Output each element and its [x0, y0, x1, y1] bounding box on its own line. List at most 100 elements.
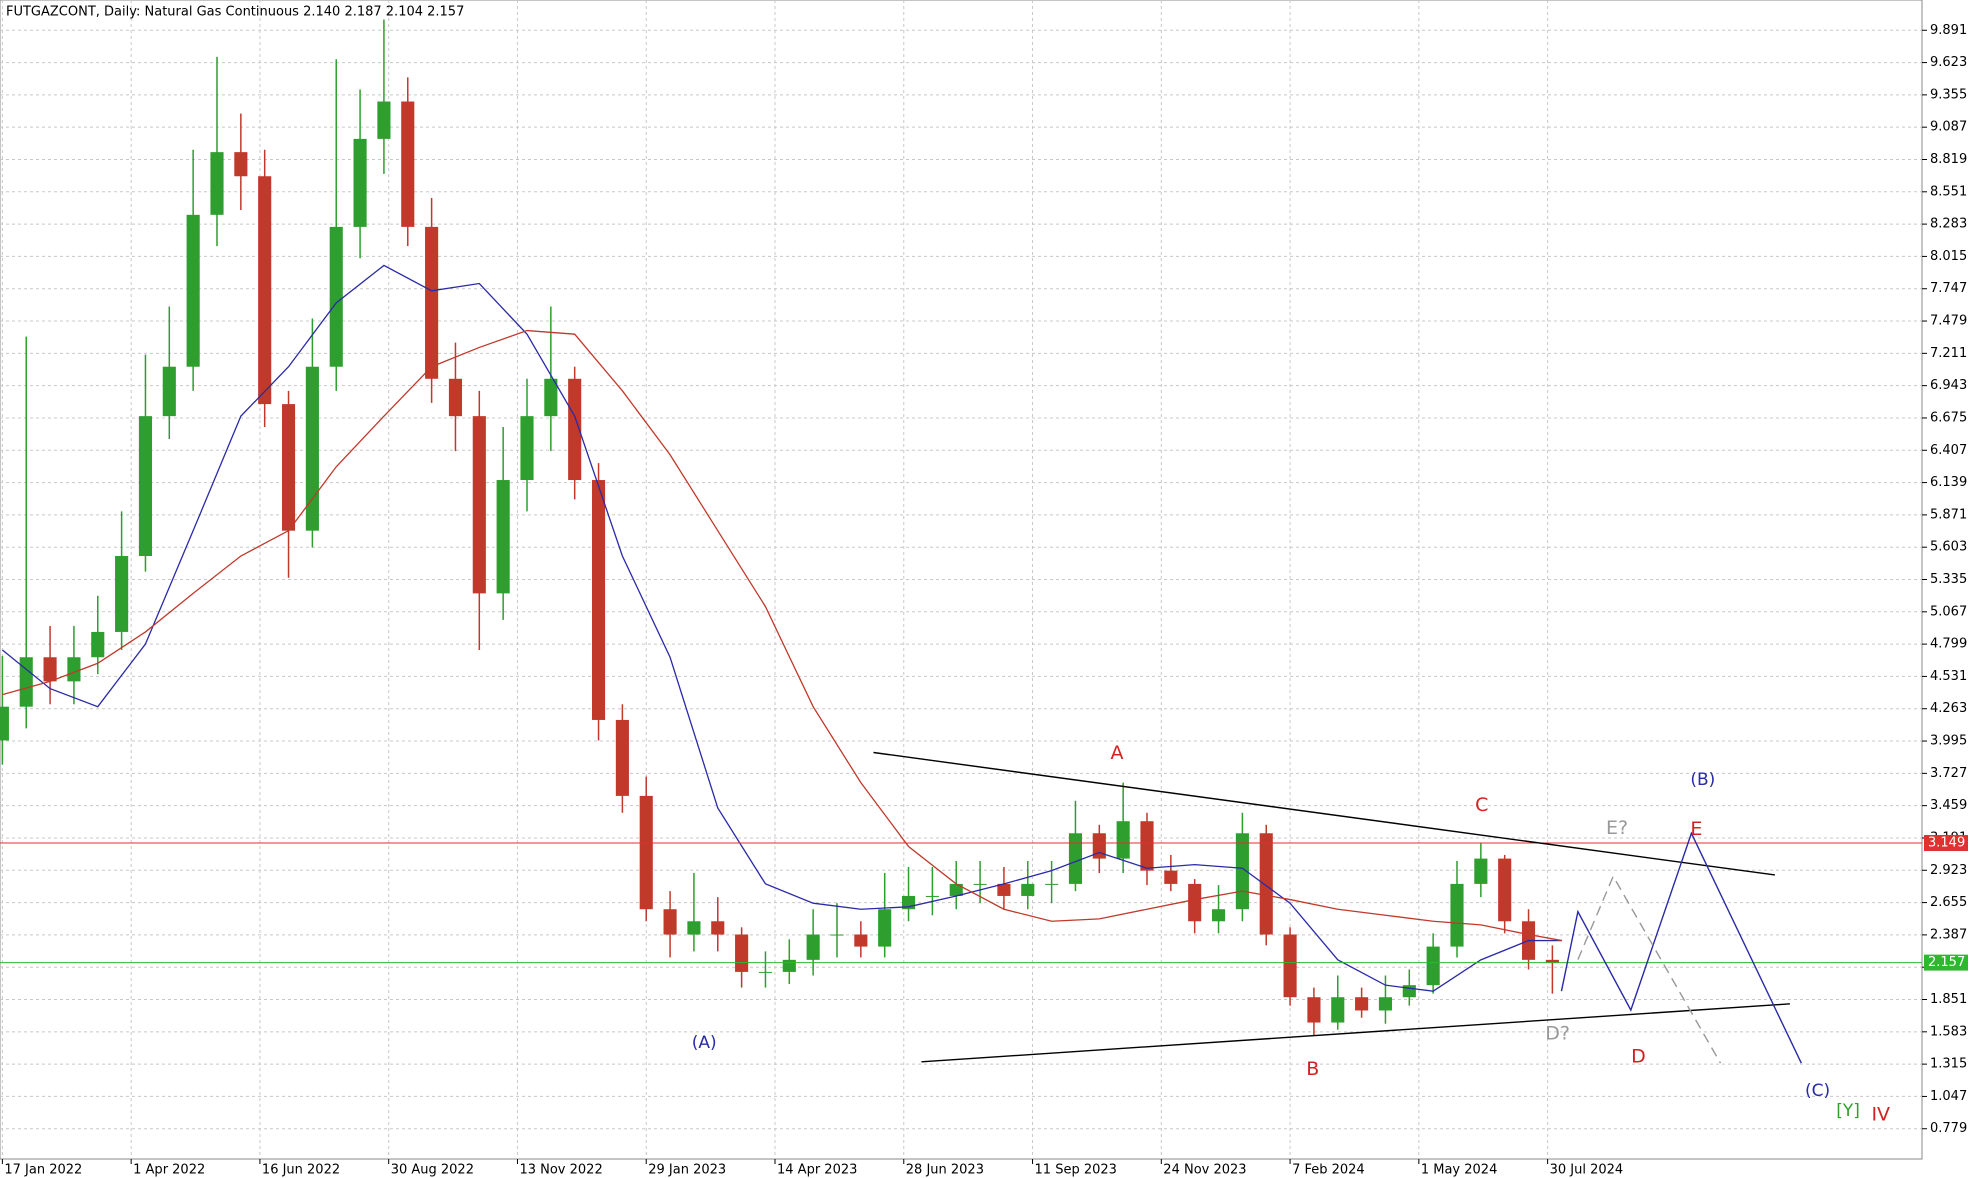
candle-body — [353, 138, 367, 227]
y-tick-label: 5.871 — [1930, 507, 1967, 522]
y-tick-label: 5.335 — [1930, 572, 1967, 587]
y-tick-label: 7.747 — [1930, 281, 1967, 296]
candle-body — [1307, 997, 1321, 1023]
candle-body — [830, 934, 844, 936]
candle-body — [448, 378, 463, 417]
candle-body — [1426, 946, 1440, 986]
candle-body — [258, 176, 272, 405]
x-tick-label: 11 Sep 2023 — [1035, 1163, 1117, 1178]
candle-body — [472, 416, 486, 594]
candle-body — [1355, 997, 1369, 1011]
y-tick-label: 0.779 — [1930, 1121, 1967, 1136]
candle-body — [43, 657, 57, 682]
y-tick-label: 2.655 — [1930, 895, 1967, 910]
candle-body — [0, 706, 9, 741]
candle-body — [377, 101, 391, 139]
candle-body — [735, 934, 749, 972]
candle-body — [305, 366, 319, 531]
candle-body — [568, 378, 582, 481]
x-tick-label: 28 Jun 2023 — [906, 1163, 984, 1178]
candle-body — [1045, 883, 1059, 885]
y-tick-label: 9.623 — [1930, 55, 1967, 70]
candle-body — [1235, 833, 1249, 910]
candle-body — [1498, 858, 1512, 922]
candle-body — [1021, 883, 1035, 896]
candle-body — [1450, 883, 1464, 947]
y-tick-label: 4.799 — [1930, 637, 1967, 652]
candle-body — [1259, 833, 1273, 935]
candle-body — [401, 101, 415, 227]
candle-body — [162, 366, 176, 417]
y-tick-label: 8.015 — [1930, 249, 1967, 264]
candle-body — [544, 378, 558, 417]
wave-line — [873, 751, 1775, 876]
y-tick-label: 1.047 — [1930, 1089, 1967, 1104]
candle-body — [782, 959, 796, 972]
candle-body — [67, 657, 81, 682]
wave-label: (B) — [1690, 770, 1715, 790]
x-tick-label: 30 Jul 2024 — [1550, 1163, 1624, 1178]
x-tick-label: 1 May 2024 — [1421, 1163, 1498, 1178]
candle-body — [949, 883, 963, 896]
candle-body — [1068, 833, 1083, 884]
y-tick-label: 7.211 — [1930, 346, 1967, 361]
candle-body — [973, 883, 987, 885]
candle-body — [639, 795, 653, 910]
moving-average — [2, 329, 1563, 942]
wave-label: A — [1110, 742, 1123, 764]
candle-body — [1140, 821, 1154, 871]
y-tick-label: 1.315 — [1930, 1057, 1967, 1072]
candle-body — [520, 416, 534, 481]
candle-body — [615, 719, 629, 796]
y-tick-label: 8.283 — [1930, 217, 1967, 232]
candle-body — [1092, 833, 1106, 859]
y-tick-label: 5.067 — [1930, 604, 1967, 619]
y-tick-label: 5.603 — [1930, 540, 1967, 555]
wave-label: E — [1690, 818, 1702, 840]
x-tick-label: 14 Apr 2023 — [777, 1163, 857, 1178]
candle-body — [496, 480, 510, 594]
candle-body — [1545, 959, 1559, 963]
y-tick-label: 4.531 — [1930, 669, 1967, 684]
candle-body — [1188, 883, 1202, 922]
candle-body — [591, 480, 606, 720]
y-tick-label: 2.387 — [1930, 927, 1967, 942]
candle-body — [1283, 934, 1297, 998]
candle-body — [329, 226, 343, 367]
candle-body — [19, 657, 33, 707]
y-tick-label: 3.995 — [1930, 734, 1967, 749]
candle-body — [854, 934, 868, 947]
x-tick-label: 30 Aug 2022 — [391, 1163, 474, 1178]
x-tick-label: 7 Feb 2024 — [1292, 1163, 1365, 1178]
chart-title: FUTGAZCONT, Daily: Natural Gas Continuou… — [6, 5, 464, 20]
wave-label: (C) — [1805, 1081, 1830, 1101]
candle-body — [210, 152, 224, 215]
y-tick-label: 9.087 — [1930, 120, 1967, 135]
y-tick-label: 4.263 — [1930, 701, 1967, 716]
candle-body — [1331, 997, 1345, 1023]
candle-body — [758, 971, 773, 973]
price-label-box — [1924, 954, 1968, 971]
wave-label: IV — [1871, 1103, 1890, 1125]
candle-body — [806, 934, 820, 960]
candle-body — [1211, 909, 1226, 922]
y-tick-label: 8.551 — [1930, 184, 1967, 199]
candle-body — [925, 895, 939, 897]
wave-label: (A) — [692, 1033, 717, 1053]
wave-line — [1560, 831, 1802, 1064]
wave-label: E? — [1606, 817, 1628, 839]
candle-body — [234, 152, 248, 177]
wave-label: [Y] — [1836, 1101, 1860, 1121]
y-tick-label: 6.139 — [1930, 475, 1967, 490]
candle-body — [663, 909, 677, 935]
candle-body — [687, 921, 701, 935]
price-label: 3.149 — [1928, 836, 1965, 851]
wave-line — [921, 1003, 1790, 1063]
x-tick-label: 29 Jan 2023 — [648, 1163, 726, 1178]
x-tick-label: 16 Jun 2022 — [262, 1163, 340, 1178]
y-tick-label: 1.851 — [1930, 992, 1967, 1007]
x-tick-label: 1 Apr 2022 — [133, 1163, 205, 1178]
y-tick-label: 8.819 — [1930, 152, 1967, 167]
y-tick-label: 6.675 — [1930, 410, 1967, 425]
